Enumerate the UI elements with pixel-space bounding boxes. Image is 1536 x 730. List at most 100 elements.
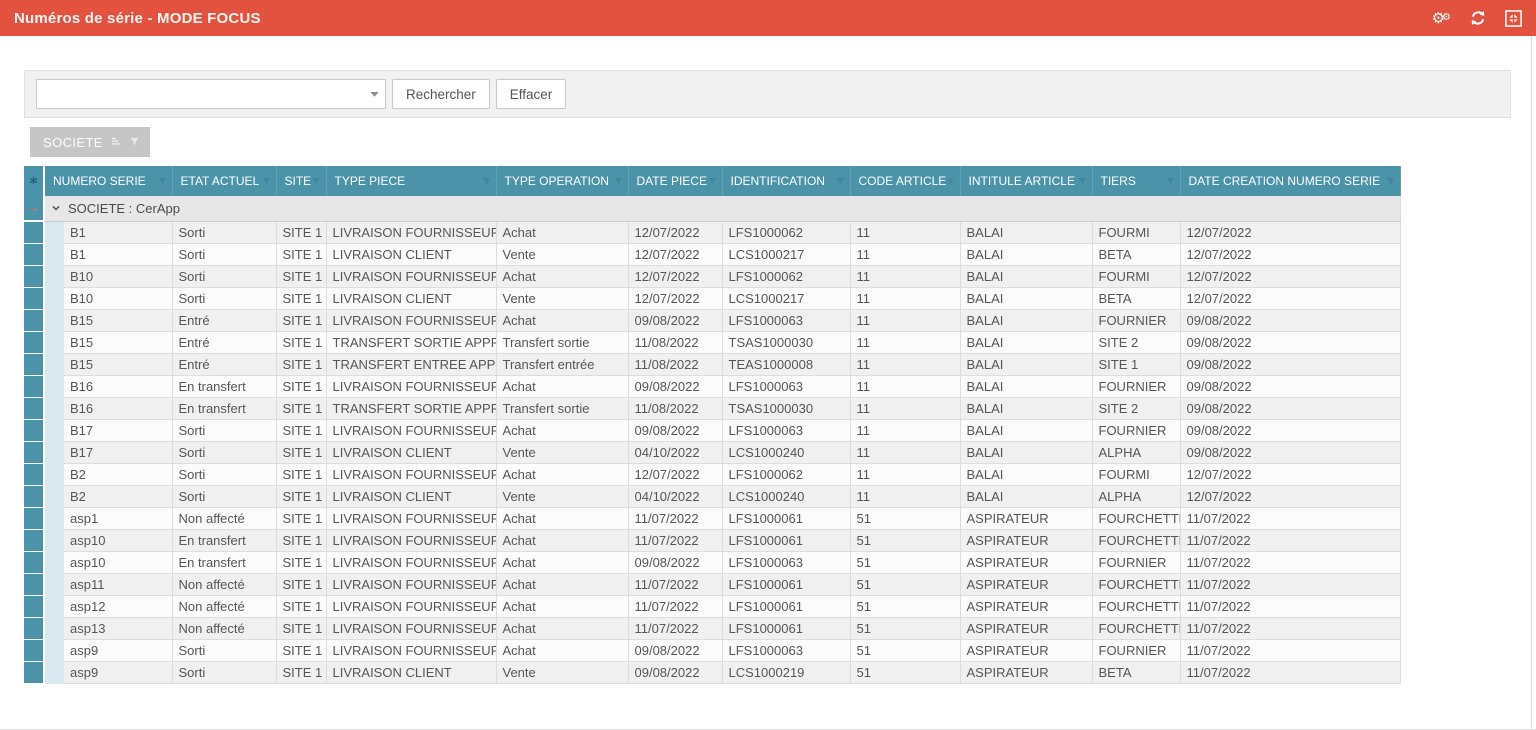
table-cell[interactable]: Sorti: [172, 265, 277, 288]
table-cell[interactable]: LIVRAISON FOURNISSEUR: [326, 463, 497, 486]
table-cell[interactable]: 51: [850, 529, 961, 552]
table-cell[interactable]: B2: [64, 463, 173, 486]
table-cell[interactable]: SITE 1: [276, 551, 327, 574]
table-row[interactable]: B10 Sorti SITE 1 LIVRAISON FOURNISSEUR Achat…: [24, 265, 1401, 288]
table-cell[interactable]: 12/07/2022: [628, 265, 723, 288]
table-cell[interactable]: 11/07/2022: [628, 507, 723, 530]
table-cell[interactable]: BALAI: [960, 221, 1093, 244]
row-indicator[interactable]: [24, 353, 45, 376]
table-cell[interactable]: ASPIRATEUR: [960, 551, 1093, 574]
group-by-societe-button[interactable]: SOCIETE: [30, 127, 150, 157]
table-cell[interactable]: En transfert: [172, 397, 277, 420]
table-cell[interactable]: 09/08/2022: [628, 551, 723, 574]
table-cell[interactable]: 11/08/2022: [628, 397, 723, 420]
group-row[interactable]: → SOCIETE : CerApp: [24, 196, 1401, 222]
table-cell[interactable]: 09/08/2022: [1180, 375, 1401, 398]
table-cell[interactable]: 12/07/2022: [628, 243, 723, 266]
table-cell[interactable]: FOURNIER: [1092, 639, 1181, 662]
table-cell[interactable]: asp9: [64, 661, 173, 684]
table-cell[interactable]: 09/08/2022: [628, 639, 723, 662]
row-indicator[interactable]: [24, 419, 45, 442]
table-cell[interactable]: ASPIRATEUR: [960, 529, 1093, 552]
row-indicator[interactable]: [24, 221, 45, 244]
table-cell[interactable]: BETA: [1092, 287, 1181, 310]
column-header-type-piece[interactable]: TYPE PIECE: [326, 166, 497, 196]
table-cell[interactable]: Achat: [496, 573, 629, 596]
table-row[interactable]: B2 Sorti SITE 1 LIVRAISON FOURNISSEUR Achat 1…: [24, 463, 1401, 486]
table-cell[interactable]: BALAI: [960, 243, 1093, 266]
table-cell[interactable]: 51: [850, 617, 961, 640]
table-row[interactable]: B1 Sorti SITE 1 LIVRAISON FOURNISSEUR Achat 1…: [24, 221, 1401, 244]
table-cell[interactable]: LFS1000062: [722, 265, 851, 288]
table-cell[interactable]: LFS1000063: [722, 375, 851, 398]
table-cell[interactable]: 04/10/2022: [628, 485, 723, 508]
table-cell[interactable]: 04/10/2022: [628, 441, 723, 464]
table-cell[interactable]: 09/08/2022: [628, 419, 723, 442]
column-header-type-operation[interactable]: TYPE OPERATION: [496, 166, 629, 196]
table-cell[interactable]: 11/07/2022: [628, 595, 723, 618]
table-cell[interactable]: BETA: [1092, 661, 1181, 684]
filter-icon[interactable]: [1385, 176, 1396, 187]
table-cell[interactable]: SITE 1: [276, 309, 327, 332]
table-cell[interactable]: FOURMI: [1092, 221, 1181, 244]
row-indicator[interactable]: [24, 397, 45, 420]
table-cell[interactable]: Achat: [496, 639, 629, 662]
table-cell[interactable]: 11/07/2022: [1180, 573, 1401, 596]
table-cell[interactable]: Non affecté: [172, 617, 277, 640]
gears-icon[interactable]: ⚙ ⚙: [1431, 8, 1451, 27]
table-cell[interactable]: Non affecté: [172, 507, 277, 530]
table-cell[interactable]: Transfert sortie: [496, 397, 629, 420]
table-cell[interactable]: TRANSFERT SORTIE APPRO: [326, 397, 497, 420]
table-cell[interactable]: 09/08/2022: [628, 309, 723, 332]
table-cell[interactable]: BALAI: [960, 265, 1093, 288]
table-cell[interactable]: 12/07/2022: [1180, 485, 1401, 508]
table-cell[interactable]: ASPIRATEUR: [960, 595, 1093, 618]
table-cell[interactable]: LIVRAISON CLIENT: [326, 441, 497, 464]
table-cell[interactable]: Achat: [496, 419, 629, 442]
table-cell[interactable]: BALAI: [960, 331, 1093, 354]
table-cell[interactable]: asp10: [64, 529, 173, 552]
table-cell[interactable]: B1: [64, 221, 173, 244]
table-cell[interactable]: Transfert entrée: [496, 353, 629, 376]
table-cell[interactable]: FOURNIER: [1092, 375, 1181, 398]
table-cell[interactable]: 11: [850, 485, 961, 508]
table-cell[interactable]: ASPIRATEUR: [960, 617, 1093, 640]
table-cell[interactable]: SITE 1: [276, 353, 327, 376]
table-cell[interactable]: FOURMI: [1092, 265, 1181, 288]
table-row[interactable]: asp10 En transfert SITE 1 LIVRAISON FOURNIS…: [24, 529, 1401, 552]
table-cell[interactable]: LFS1000063: [722, 639, 851, 662]
table-cell[interactable]: 09/08/2022: [628, 661, 723, 684]
table-cell[interactable]: LIVRAISON CLIENT: [326, 661, 497, 684]
table-cell[interactable]: Sorti: [172, 243, 277, 266]
column-header-intitule-article[interactable]: INTITULE ARTICLE: [960, 166, 1093, 196]
table-cell[interactable]: FOURCHETTE: [1092, 595, 1181, 618]
table-cell[interactable]: B16: [64, 375, 173, 398]
column-header-numero-serie[interactable]: NUMERO SERIE: [44, 166, 173, 196]
table-cell[interactable]: SITE 1: [276, 529, 327, 552]
search-combobox[interactable]: [36, 79, 386, 109]
chevron-down-icon[interactable]: [51, 203, 61, 213]
filter-icon[interactable]: [946, 176, 955, 187]
filter-icon[interactable]: [613, 176, 624, 187]
row-indicator[interactable]: [24, 507, 45, 530]
table-cell[interactable]: TSAS1000030: [722, 397, 851, 420]
table-cell[interactable]: B17: [64, 441, 173, 464]
table-cell[interactable]: 51: [850, 639, 961, 662]
table-cell[interactable]: Transfert sortie: [496, 331, 629, 354]
table-row[interactable]: asp10 En transfert SITE 1 LIVRAISON FOURNIS…: [24, 551, 1401, 574]
table-cell[interactable]: 51: [850, 595, 961, 618]
table-cell[interactable]: TEAS1000008: [722, 353, 851, 376]
table-cell[interactable]: asp13: [64, 617, 173, 640]
row-indicator[interactable]: [24, 265, 45, 288]
table-cell[interactable]: Achat: [496, 221, 629, 244]
table-cell[interactable]: 51: [850, 507, 961, 530]
table-cell[interactable]: asp1: [64, 507, 173, 530]
row-indicator[interactable]: [24, 529, 45, 552]
filter-icon[interactable]: [835, 176, 846, 187]
table-row[interactable]: B10 Sorti SITE 1 LIVRAISON CLIENT Vente 12/07…: [24, 287, 1401, 310]
table-cell[interactable]: 51: [850, 551, 961, 574]
table-cell[interactable]: Sorti: [172, 463, 277, 486]
table-cell[interactable]: LFS1000062: [722, 221, 851, 244]
table-row[interactable]: asp9 Sorti SITE 1 LIVRAISON CLIENT Vente 09/0…: [24, 661, 1401, 684]
table-cell[interactable]: SITE 1: [276, 221, 327, 244]
